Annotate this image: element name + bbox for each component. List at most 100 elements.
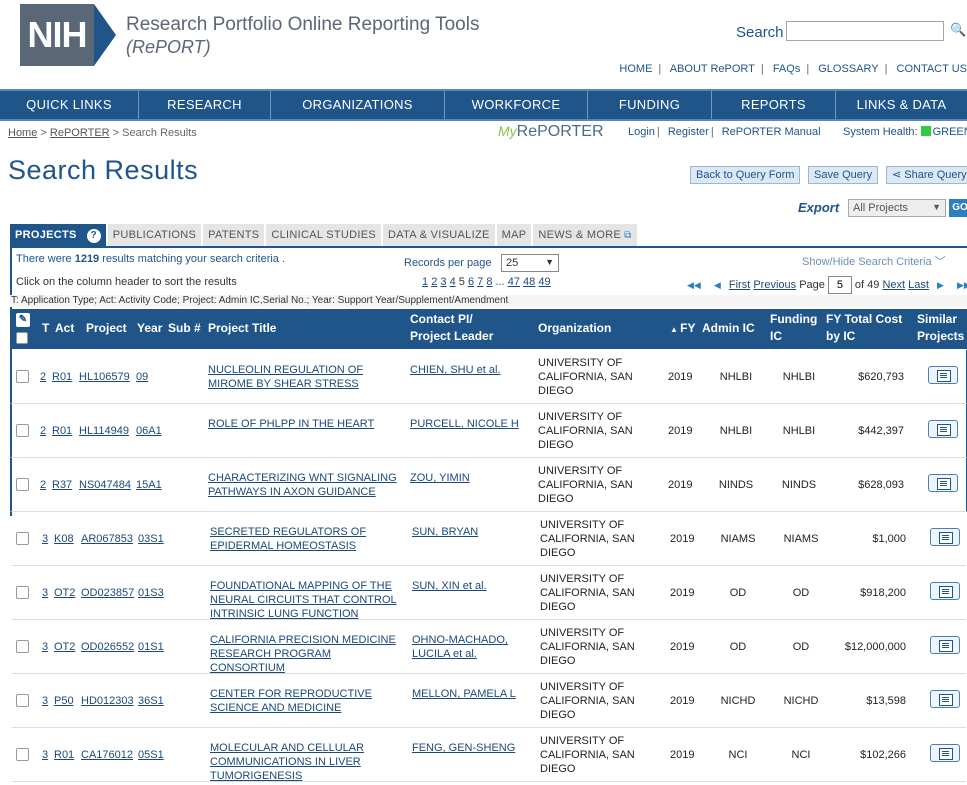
breadcrumb-home[interactable]: Home xyxy=(8,127,38,139)
col-contact-pi[interactable]: Contact PI/Project Leader xyxy=(410,312,494,343)
similar-projects-icon[interactable] xyxy=(928,366,958,384)
cell-project[interactable]: HL114949 xyxy=(79,425,129,437)
previous-link[interactable]: Previous xyxy=(753,279,797,291)
cell-activity[interactable]: R37 xyxy=(52,479,73,491)
cell-activity[interactable]: R01 xyxy=(52,425,73,437)
page-link[interactable]: 7 xyxy=(477,276,484,288)
nav-organizations[interactable]: ORGANIZATIONS xyxy=(271,91,445,119)
col-admin-ic[interactable]: Admin IC xyxy=(702,321,755,335)
cell-contact-pi[interactable]: CHIEN, SHU et al. xyxy=(410,364,501,376)
cell-year[interactable]: 15A1 xyxy=(136,479,162,491)
page-link[interactable]: 6 xyxy=(467,276,475,288)
tab-news-more[interactable]: NEWS & MORE ⧉ xyxy=(533,224,637,246)
first-page-icon[interactable]: ◀◀ xyxy=(687,280,701,290)
row-checkbox[interactable] xyxy=(16,640,29,653)
back-to-query-button[interactable]: Back to Query Form xyxy=(690,166,801,184)
cell-activity[interactable]: R01 xyxy=(54,749,75,761)
last-link[interactable]: Last xyxy=(908,279,929,291)
nav-funding[interactable]: FUNDING xyxy=(588,91,712,119)
cell-type[interactable]: 3 xyxy=(42,587,49,599)
row-checkbox[interactable] xyxy=(16,694,29,707)
similar-projects-icon[interactable] xyxy=(930,636,960,654)
nav-quick-links[interactable]: QUICK LINKS xyxy=(0,91,139,119)
tab-data-visualize[interactable]: DATA & VISUALIZE xyxy=(383,224,495,246)
cell-activity[interactable]: OT2 xyxy=(54,587,76,599)
top-link-contact[interactable]: CONTACT US xyxy=(896,63,967,75)
cell-type[interactable]: 3 xyxy=(42,749,49,761)
col-project-title[interactable]: Project Title xyxy=(208,321,277,335)
top-link-faqs[interactable]: FAQs xyxy=(772,63,801,75)
page-link[interactable]: 47 xyxy=(507,276,520,288)
similar-projects-icon[interactable] xyxy=(930,582,960,600)
page-link[interactable]: 8 xyxy=(486,276,493,288)
manual-link[interactable]: RePORTER Manual xyxy=(721,126,821,138)
page-link[interactable]: 48 xyxy=(523,276,536,288)
export-select[interactable]: All Projects ▼ xyxy=(848,199,946,217)
cell-title[interactable]: CHARACTERIZING WNT SIGNALING PATHWAYS IN… xyxy=(208,472,397,498)
cell-year[interactable]: 09 xyxy=(136,371,149,383)
nih-logo[interactable]: NIH xyxy=(20,4,94,66)
col-t[interactable]: T xyxy=(42,321,50,335)
col-fy-total-cost[interactable]: FY Total Cost by IC xyxy=(826,312,903,343)
page-link[interactable]: 49 xyxy=(538,276,551,288)
cell-title[interactable]: SECRETED REGULATORS OF EPIDERMAL HOMEOST… xyxy=(210,526,367,552)
col-funding-ic[interactable]: Funding IC xyxy=(770,312,818,343)
breadcrumb-reporter[interactable]: RePORTER xyxy=(49,127,110,139)
page-input[interactable] xyxy=(827,276,852,294)
export-go-button[interactable]: GO xyxy=(949,199,967,217)
col-project[interactable]: Project xyxy=(86,321,127,335)
cell-title[interactable]: CALIFORNIA PRECISION MEDICINE RESEARCH P… xyxy=(210,634,396,674)
cell-type[interactable]: 3 xyxy=(42,533,49,545)
excel-icon[interactable]: ✎ xyxy=(16,313,30,327)
page-link[interactable]: 4 xyxy=(449,276,456,288)
tab-projects[interactable]: PROJECTS? xyxy=(10,224,106,246)
last-page-icon[interactable]: ▶▶ xyxy=(956,280,967,290)
cell-contact-pi[interactable]: ZOU, YIMIN xyxy=(410,472,470,484)
top-link-home[interactable]: HOME xyxy=(619,63,653,75)
row-checkbox[interactable] xyxy=(16,478,29,491)
cell-year[interactable]: 03S1 xyxy=(138,533,164,545)
similar-projects-icon[interactable] xyxy=(930,744,960,762)
cell-type[interactable]: 2 xyxy=(40,425,47,437)
first-link[interactable]: First xyxy=(728,279,751,291)
cell-activity[interactable]: OT2 xyxy=(54,641,76,653)
register-link[interactable]: Register xyxy=(667,126,709,138)
nav-workforce[interactable]: WORKFORCE xyxy=(445,91,588,119)
cell-year[interactable]: 36S1 xyxy=(138,695,164,707)
cell-type[interactable]: 2 xyxy=(40,479,47,491)
cell-contact-pi[interactable]: PURCELL, NICOLE H xyxy=(410,418,519,430)
page-link[interactable]: 3 xyxy=(440,276,447,288)
cell-year[interactable]: 01S3 xyxy=(138,587,164,599)
similar-projects-icon[interactable] xyxy=(928,474,958,492)
top-link-glossary[interactable]: GLOSSARY xyxy=(818,63,879,75)
row-checkbox[interactable] xyxy=(16,424,29,437)
row-checkbox[interactable] xyxy=(16,586,29,599)
records-per-page-select[interactable]: 25 ▼ xyxy=(501,254,559,272)
cell-type[interactable]: 3 xyxy=(42,641,49,653)
prev-page-icon[interactable]: ◀ xyxy=(713,280,721,290)
show-hide-criteria[interactable]: Show/Hide Search Criteria ﹀ xyxy=(802,256,946,268)
cell-project[interactable]: HL106579 xyxy=(79,371,130,383)
cell-type[interactable]: 3 xyxy=(42,695,49,707)
save-query-button[interactable]: Save Query xyxy=(808,166,879,184)
share-query-button[interactable]: ⋖ Share Query xyxy=(886,166,967,184)
col-sub[interactable]: Sub # xyxy=(168,321,201,335)
cell-contact-pi[interactable]: MELLON, PAMELA L xyxy=(412,688,516,700)
cell-type[interactable]: 2 xyxy=(40,371,47,383)
cell-year[interactable]: 06A1 xyxy=(136,425,162,437)
row-checkbox[interactable] xyxy=(16,532,29,545)
similar-projects-icon[interactable] xyxy=(928,420,958,438)
cell-activity[interactable]: R01 xyxy=(52,371,73,383)
select-all-checkbox[interactable] xyxy=(16,332,28,344)
cell-project[interactable]: OD023857 xyxy=(81,587,135,599)
cell-activity[interactable]: K08 xyxy=(54,533,74,545)
tab-publications[interactable]: PUBLICATIONS xyxy=(107,224,202,246)
nav-reports[interactable]: REPORTS xyxy=(712,91,836,119)
cell-contact-pi[interactable]: OHNO-MACHADO, LUCILA et al. xyxy=(412,634,508,660)
tab-map[interactable]: MAP xyxy=(496,224,532,246)
login-link[interactable]: Login xyxy=(628,126,655,138)
cell-title[interactable]: FOUNDATIONAL MAPPING OF THE NEURAL CIRCU… xyxy=(210,580,397,620)
nav-links-data[interactable]: LINKS & DATA xyxy=(856,97,947,112)
cell-project[interactable]: NS047484 xyxy=(79,479,131,491)
row-checkbox[interactable] xyxy=(16,748,29,761)
